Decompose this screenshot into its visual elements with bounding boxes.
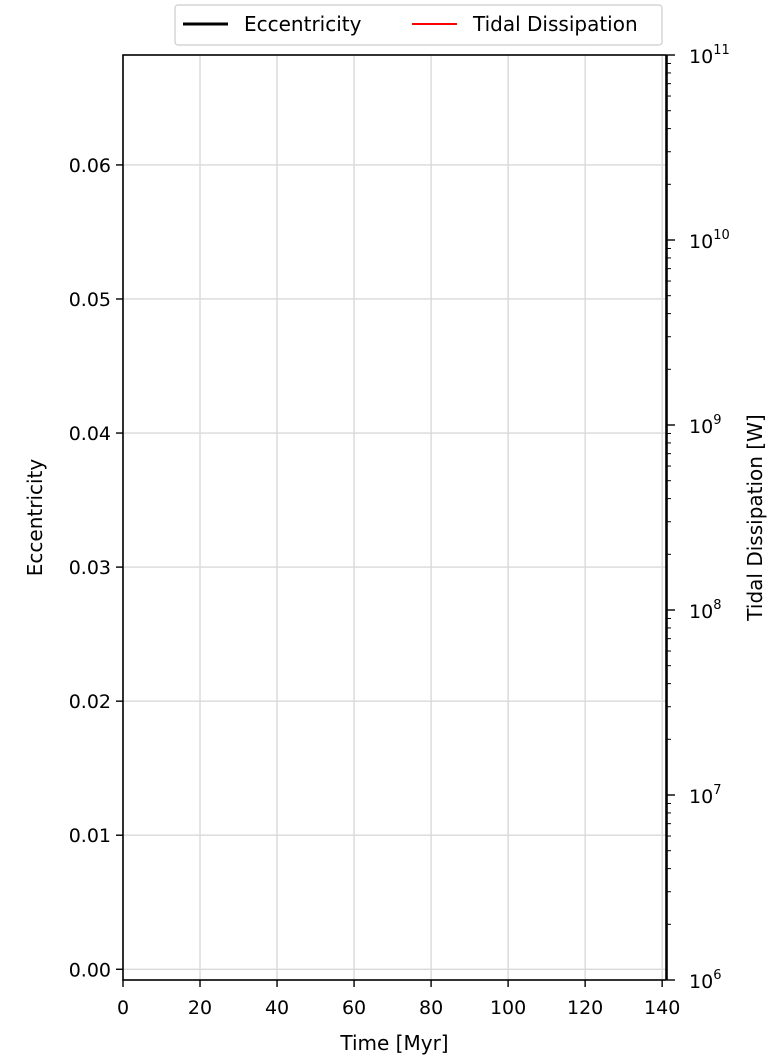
y2-tick-label: 108 — [689, 598, 721, 623]
x-tick-label: 120 — [567, 997, 603, 1019]
x-tick-label: 40 — [265, 997, 289, 1019]
y2-tick-label: 1010 — [689, 228, 730, 253]
x-tick-label: 100 — [490, 997, 526, 1019]
x-axis-label: Time [Myr] — [339, 1031, 448, 1055]
y2-axis-label: Tidal Dissipation [W] — [743, 414, 767, 621]
x-tick-label: 20 — [188, 997, 212, 1019]
y2-tick-label: 109 — [689, 413, 721, 438]
x-tick-label: 80 — [419, 997, 443, 1019]
y-tick-label: 0.02 — [69, 691, 111, 713]
x-axis-ticks: 0 20 40 60 80 100 120 140 — [117, 980, 680, 1019]
legend-label-tidal-dissipation: Tidal Dissipation — [472, 12, 638, 36]
legend-label-eccentricity: Eccentricity — [244, 12, 362, 36]
y-tick-label: 0.05 — [69, 289, 111, 311]
legend: Eccentricity Tidal Dissipation — [174, 4, 663, 46]
y2-axis-ticks: 106 107 108 109 1010 1011 — [667, 43, 730, 993]
grid — [122, 55, 666, 980]
x-tick-label: 60 — [342, 997, 366, 1019]
plot-frame — [122, 54, 667, 981]
y-axis-ticks: 0.00 0.01 0.02 0.03 0.04 0.05 0.06 — [69, 155, 123, 981]
x-tick-label: 0 — [117, 997, 129, 1019]
x-tick-label: 140 — [644, 997, 680, 1019]
y2-tick-label: 107 — [689, 783, 721, 808]
y-axis-label: Eccentricity — [23, 459, 47, 577]
y-tick-label: 0.04 — [69, 423, 111, 445]
y-tick-label: 0.00 — [69, 959, 111, 981]
y-tick-label: 0.01 — [69, 825, 111, 847]
y-tick-label: 0.06 — [69, 155, 111, 177]
y2-tick-label: 1011 — [689, 43, 730, 68]
y-tick-label: 0.03 — [69, 557, 111, 579]
y2-tick-label: 106 — [689, 968, 721, 993]
